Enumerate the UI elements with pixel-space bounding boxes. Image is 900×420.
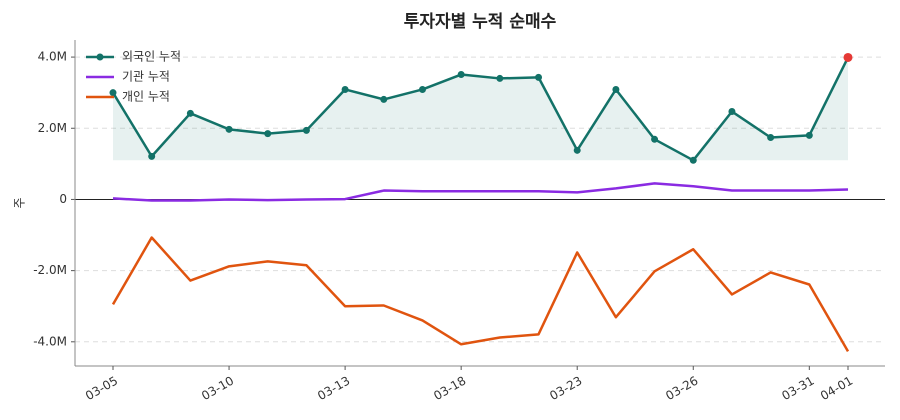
- point: [264, 130, 272, 138]
- point: [148, 152, 156, 160]
- point: [843, 52, 853, 62]
- legend-label: 개인 누적: [122, 90, 170, 104]
- point: [767, 134, 775, 142]
- point: [496, 74, 504, 82]
- point: [109, 89, 117, 97]
- legend-label: 외국인 누적: [122, 50, 181, 64]
- line: [112, 182, 849, 202]
- point: [418, 85, 426, 93]
- point: [457, 71, 465, 79]
- point: [186, 109, 194, 117]
- y-axis-label: 주: [13, 197, 27, 208]
- x-tick-label: 03-18: [431, 374, 468, 404]
- y-tick-label: -4.0M: [33, 334, 67, 348]
- legend-marker: [96, 53, 104, 61]
- x-tick-label: 03-05: [83, 374, 120, 404]
- point: [535, 73, 543, 81]
- point: [225, 125, 233, 133]
- y-tick-label: 2.0M: [38, 121, 67, 135]
- line: [111, 236, 850, 353]
- point: [341, 85, 349, 93]
- point: [380, 95, 388, 103]
- point: [805, 131, 813, 139]
- line: [111, 56, 850, 162]
- x-tick-label: 03-26: [663, 374, 700, 404]
- y-tick-label: -2.0M: [33, 263, 67, 277]
- point: [573, 146, 581, 154]
- legend-label: 기관 누적: [122, 70, 170, 84]
- area: [113, 57, 848, 161]
- x-tick-label: 04-01: [818, 374, 855, 404]
- point: [651, 135, 659, 143]
- point: [689, 156, 697, 164]
- point: [612, 85, 620, 93]
- y-tick-label: 0: [59, 192, 67, 206]
- point: [302, 126, 310, 134]
- point: [728, 108, 736, 116]
- y-tick-label: 4.0M: [38, 50, 67, 64]
- x-tick-label: 03-31: [779, 374, 816, 404]
- chart-title: 투자자별 누적 순매수: [404, 12, 557, 32]
- x-tick-label: 03-13: [315, 374, 352, 404]
- x-tick-label: 03-10: [199, 374, 236, 404]
- x-tick-label: 03-23: [547, 374, 584, 404]
